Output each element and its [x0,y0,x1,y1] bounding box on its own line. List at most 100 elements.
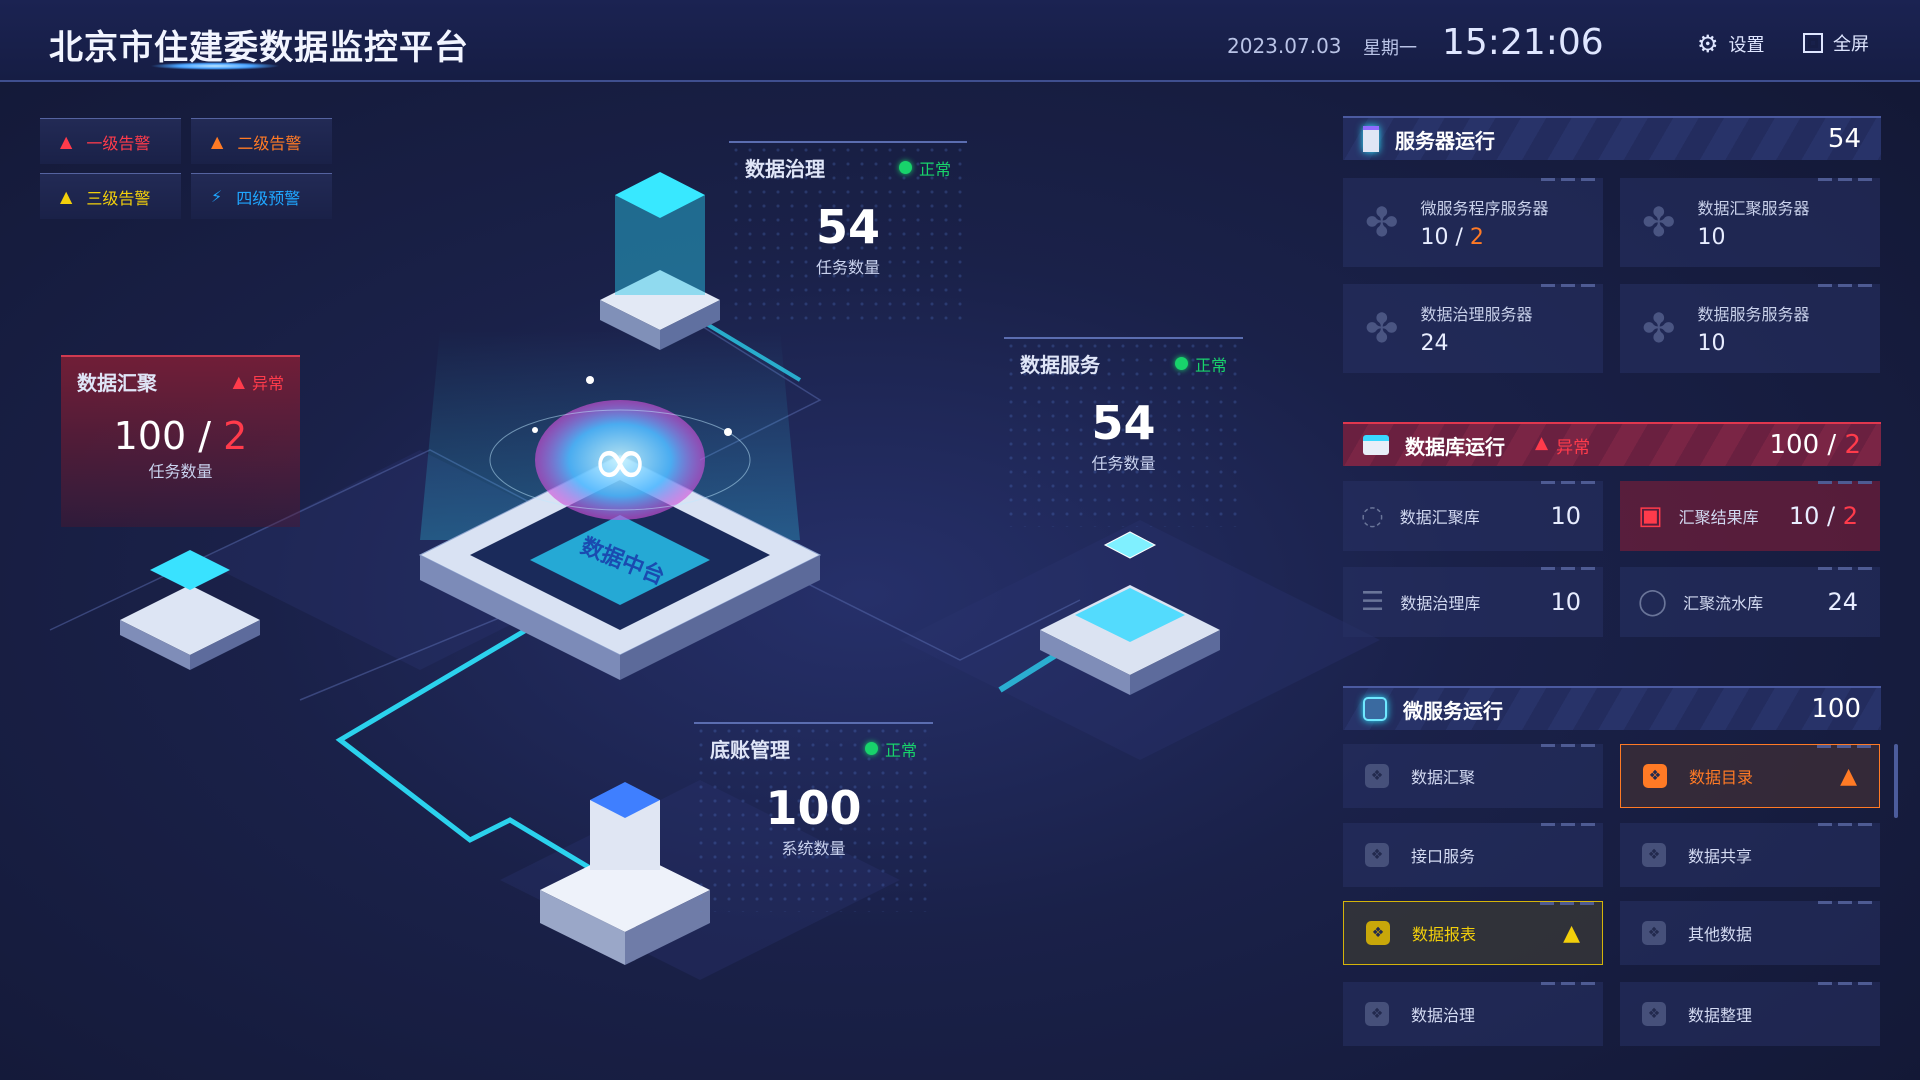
alert-label: 二级告警 [237,133,302,153]
card-decoration [1541,567,1595,570]
database-section-header: 数据库运行 ▲ 异常 100 / 2 [1343,422,1881,466]
date: 2023.07.03 [1227,34,1342,58]
panel-data-governance[interactable]: 数据治理 正常 54 任务数量 [729,141,967,324]
microservice-card[interactable]: ❖ 数据汇聚 [1343,744,1603,808]
service-hub-icon: ❖ [1365,1002,1389,1026]
card-decoration [1541,481,1595,484]
warning-triangle-icon: ▲ [1535,432,1549,453]
card-decoration [1817,745,1871,748]
status-ok-icon [864,742,878,755]
settings-button[interactable]: ⚙ 设置 [1697,30,1765,58]
database-card[interactable]: ☰ 数据治理库 10 [1343,567,1603,637]
database-value: 10 [1550,502,1581,530]
server-label: 微服务程序服务器 [1420,199,1549,218]
alert-level-4[interactable]: ⚡ 四级预警 [191,173,332,219]
microservice-count: 100 [1811,694,1861,724]
server-value: 24 [1420,331,1449,356]
fullscreen-button[interactable]: 全屏 [1803,30,1869,56]
error-count: 2 [223,414,248,458]
service-hub-icon: ❖ [1643,764,1667,788]
card-decoration [1541,284,1595,287]
server-tower-icon [1363,126,1379,152]
server-label: 数据汇聚服务器 [1697,199,1810,218]
separator: / [186,414,224,458]
cube-icon [1363,697,1387,721]
database-card[interactable]: ▣ 汇聚结果库 10 / 2 [1620,481,1880,551]
microservice-card[interactable]: ❖ 数据报表 ▲ [1343,901,1603,965]
infinity-icon: ∞ [591,420,649,502]
panel-data-service[interactable]: 数据服务 正常 54 任务数量 [1004,337,1243,527]
server-value: 10 [1420,225,1449,250]
alert-label: 三级告警 [86,188,151,208]
panel-title: 数据服务 [1020,353,1100,377]
service-hub-icon: ❖ [1642,843,1666,867]
service-hub-icon: ❖ [1642,1002,1666,1026]
microservice-card[interactable]: ❖ 数据整理 [1620,982,1880,1046]
alert-level-1[interactable]: ▲ 一级告警 [40,118,181,164]
database-label: 数据治理库 [1400,594,1481,613]
cycle-icon: ◯ [1638,587,1668,617]
microservice-label: 数据整理 [1688,1006,1753,1025]
microservice-card[interactable]: ❖ 数据共享 [1620,823,1880,887]
warning-triangle-icon: ▲ [60,132,73,151]
database-count: 100 [1769,430,1820,460]
microservice-label: 数据目录 [1689,768,1754,787]
card-decoration [1818,178,1872,181]
panel-title: 数据治理 [745,157,825,181]
card-decoration [1818,284,1872,287]
task-count-label: 任务数量 [148,462,213,481]
warning-triangle-icon: ▲ [1840,763,1857,789]
server-card[interactable]: ✤ 数据服务服务器 10 [1620,284,1880,373]
card-decoration [1541,982,1595,985]
system-count-label: 系统数量 [781,839,846,858]
microservice-card[interactable]: ❖ 接口服务 [1343,823,1603,887]
scrollbar[interactable] [1894,744,1898,818]
panel-data-aggregation[interactable]: 数据汇聚 ▲ 异常 100 / 2 任务数量 [61,355,300,527]
card-decoration [1541,178,1595,181]
database-card[interactable]: ◌ 数据汇聚库 10 [1343,481,1603,551]
section-title: 数据库运行 [1405,434,1505,459]
database-error: 2 [1842,502,1858,530]
clover-icon: ✤ [1365,199,1399,246]
panel-ledger-management[interactable]: 底账管理 正常 100 系统数量 [694,722,933,912]
clover-icon: ✤ [1642,199,1676,246]
microservice-card[interactable]: ❖ 数据目录 ▲ [1620,744,1880,808]
server-stack-ledger [540,782,710,965]
microservice-label: 数据汇聚 [1411,768,1476,787]
database-value: 10 [1788,502,1820,530]
card-decoration [1818,982,1872,985]
server-tower-governance [600,172,720,350]
database-card[interactable]: ◯ 汇聚流水库 24 [1620,567,1880,637]
status-ok-icon [1174,357,1188,370]
list-icon: ☰ [1361,587,1385,617]
alert-level-2[interactable]: ▲ 二级告警 [191,118,332,164]
server-card[interactable]: ✤ 数据治理服务器 24 [1343,284,1603,373]
section-title: 服务器运行 [1395,128,1495,153]
status-text: 正常 [918,159,951,179]
server-card[interactable]: ✤ 数据汇聚服务器 10 [1620,178,1880,267]
task-count-label: 任务数量 [815,258,880,277]
alert-label: 一级告警 [86,133,151,153]
status-text: 正常 [884,740,917,760]
microservice-label: 数据治理 [1411,1006,1476,1025]
microservice-card[interactable]: ❖ 数据治理 [1343,982,1603,1046]
data-link-line [335,607,612,883]
alert-level-3[interactable]: ▲ 三级告警 [40,173,181,219]
card-decoration [1541,823,1595,826]
microservice-card[interactable]: ❖ 其他数据 [1620,901,1880,965]
server-card[interactable]: ✤ 微服务程序服务器 10 / 2 [1343,178,1603,267]
chip-server-service [1040,531,1220,695]
server-section-header: 服务器运行 54 [1343,116,1881,160]
microservice-label: 接口服务 [1411,847,1476,866]
section-title: 微服务运行 [1403,698,1503,723]
task-count: 54 [815,200,880,254]
service-hub-icon: ❖ [1365,843,1389,867]
warning-triangle-icon: ▲ [211,132,224,151]
panel-title: 底账管理 [710,738,790,762]
warning-triangle-icon: ▲ [232,372,245,391]
database-value: 24 [1827,588,1858,616]
page-title: 北京市住建委数据监控平台 [49,28,469,68]
database-icon [1363,435,1389,455]
database-error-count: 2 [1844,430,1861,460]
card-decoration [1818,823,1872,826]
